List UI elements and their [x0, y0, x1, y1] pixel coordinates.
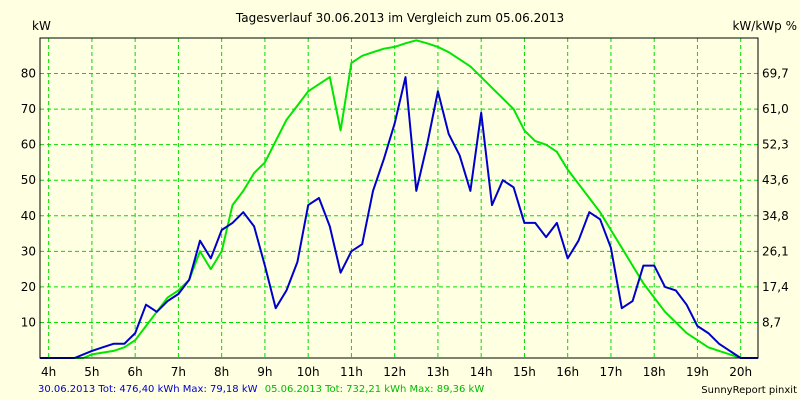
y-right-tick-label: 69,7: [762, 67, 789, 81]
series-line-1: [40, 76, 758, 359]
y-left-tick-label: 70: [21, 102, 36, 116]
x-tick-label: 10h: [297, 365, 320, 379]
footer-credit: SunnyReport pinxit: [701, 385, 797, 396]
y-left-tick-label: 80: [21, 67, 36, 81]
y-right-tick-label: 26,1: [762, 244, 789, 258]
legend-summary: 30.06.2013 Tot: 476,40 kWh Max: 79,18 kW…: [38, 384, 484, 395]
y-left-tick-label: 10: [21, 315, 36, 329]
y-right-tick-label: 43,6: [762, 173, 789, 187]
y-left-tick-label: 50: [21, 173, 36, 187]
x-tick-label: 9h: [257, 365, 272, 379]
y-left-tick-label: 60: [21, 138, 36, 152]
y-right-tick-label: 61,0: [762, 102, 789, 116]
x-tick-label: 8h: [214, 365, 229, 379]
y-left-tick-label: 20: [21, 280, 36, 294]
right-axis-unit: kW/kWp %: [732, 19, 797, 33]
x-tick-label: 12h: [383, 365, 406, 379]
axis-ticks: 4h 5h 6h 7h 8h 9h 10h 11h 12h 13h 14h 15h 16h 17h 18h 1…: [21, 67, 789, 379]
y-left-tick-label: 40: [21, 209, 36, 223]
plot-frame: [39, 37, 759, 359]
x-tick-label: 14h: [470, 365, 493, 379]
y-right-tick-label: 34,8: [762, 209, 789, 223]
left-axis-unit: kW: [32, 19, 51, 33]
x-tick-label: 11h: [340, 365, 363, 379]
y-left-tick-label: 30: [21, 244, 36, 258]
x-tick-label: 17h: [600, 365, 623, 379]
legend-series-2-summary: 05.06.2013 Tot: 732,21 kWh Max: 89,36 kW: [265, 384, 485, 395]
legend-series-1-summary: 30.06.2013 Tot: 476,40 kWh Max: 79,18 kW: [38, 384, 258, 395]
x-tick-label: 20h: [729, 365, 752, 379]
series-lines: [40, 39, 758, 359]
chart-title: Tagesverlauf 30.06.2013 im Vergleich zum…: [235, 11, 564, 25]
y-right-tick-label: 17,4: [762, 280, 789, 294]
x-tick-label: 19h: [686, 365, 709, 379]
x-tick-label: 5h: [84, 365, 99, 379]
x-tick-label: 16h: [556, 365, 579, 379]
x-tick-label: 15h: [513, 365, 536, 379]
y-right-tick-label: 52,3: [762, 138, 789, 152]
x-tick-label: 18h: [643, 365, 666, 379]
x-tick-label: 6h: [128, 365, 143, 379]
y-right-tick-label: 8,7: [762, 315, 781, 329]
x-tick-label: 13h: [426, 365, 449, 379]
x-tick-label: 7h: [171, 365, 186, 379]
x-tick-label: 4h: [41, 365, 56, 379]
grid: [40, 38, 758, 358]
series-line-2: [40, 39, 758, 359]
